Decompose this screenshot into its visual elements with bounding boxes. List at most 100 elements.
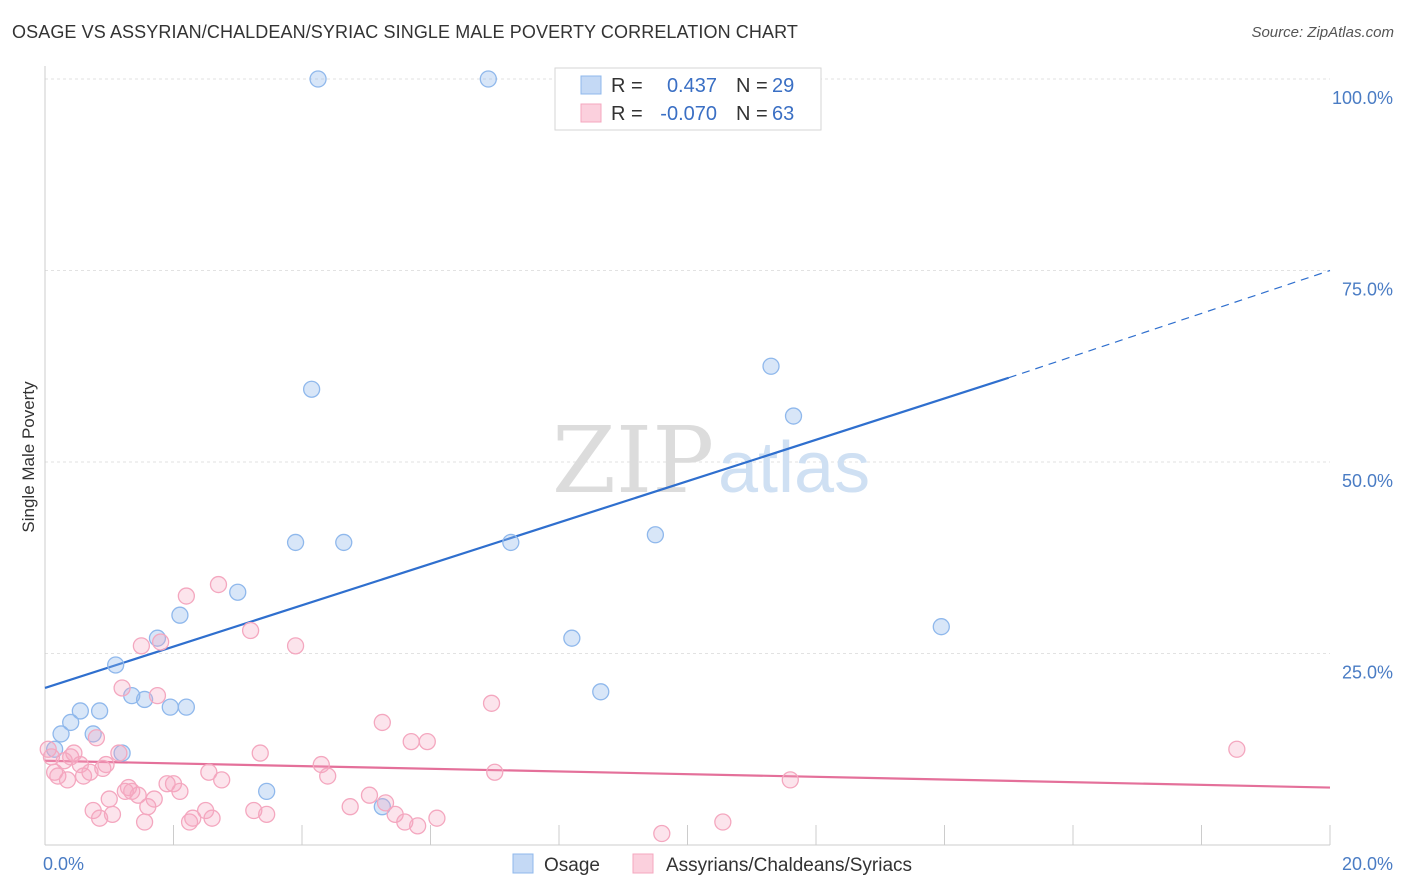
- osage-point: [592, 683, 610, 701]
- y-tick-label: 50.0%: [1342, 471, 1393, 491]
- assyrian-point: [396, 813, 414, 831]
- assyrian-point: [129, 786, 147, 804]
- assyrian-point: [402, 732, 420, 751]
- trend-lines: [44, 269, 1331, 789]
- osage-point: [52, 725, 70, 743]
- legend-swatch-osage: [580, 75, 602, 95]
- series-legend: Osage Assyrians/Chaldeans/Syriacs: [512, 853, 912, 876]
- assyrian-point: [408, 817, 427, 835]
- y-tick-label: 100.0%: [1332, 88, 1393, 108]
- osage-point: [62, 713, 80, 732]
- chart-title: OSAGE VS ASSYRIAN/CHALDEAN/SYRIAC SINGLE…: [12, 22, 798, 42]
- osage-point: [479, 70, 497, 88]
- legend-swatch-assyrian: [580, 103, 602, 123]
- source-credit: Source: ZipAtlas.com: [1251, 24, 1394, 41]
- osage-trend-line: [44, 376, 1010, 690]
- osage-point: [258, 782, 276, 801]
- osage-point: [646, 526, 665, 544]
- y-tick-label: 75.0%: [1342, 280, 1393, 300]
- osage-point: [135, 690, 154, 709]
- legend-n-label-assyrian: N =: [736, 103, 768, 125]
- assyrian-point: [58, 771, 77, 789]
- assyrian-point: [103, 805, 122, 824]
- assyrian-point: [245, 801, 263, 820]
- osage-point: [932, 618, 950, 636]
- osage-point: [90, 702, 109, 720]
- osage-point: [309, 70, 327, 88]
- osage-point: [762, 357, 780, 375]
- assyrian-point: [148, 686, 167, 705]
- assyrian-point: [213, 771, 231, 789]
- assyrian-point: [203, 809, 221, 827]
- bottom-legend-swatch-osage: [512, 853, 534, 874]
- assyrian-point: [87, 729, 106, 747]
- correlation-legend: R = 0.437 N = 29 R = -0.070 N = 63: [554, 67, 822, 131]
- assyrian-point: [158, 775, 176, 793]
- osage-point: [161, 698, 179, 716]
- x-tick-labels: 0.0% 20.0%: [43, 854, 1393, 874]
- assyrian-point: [251, 744, 269, 762]
- assyrian-point: [341, 798, 359, 816]
- bottom-legend-swatch-assyrian: [632, 853, 654, 874]
- assyrian-point: [241, 621, 260, 640]
- assyrian-point: [110, 744, 128, 762]
- assyrian-point: [177, 587, 196, 605]
- grid-lines: [45, 78, 1330, 654]
- osage-point: [286, 533, 305, 552]
- watermark-zip: ZIP: [552, 407, 714, 514]
- assyrian-point: [209, 575, 228, 594]
- assyrian-point: [97, 755, 115, 774]
- assyrian-point: [319, 767, 337, 785]
- assyrian-point: [113, 679, 131, 697]
- osage-point: [71, 702, 89, 720]
- osage-point: [502, 533, 520, 552]
- assyrian-point: [135, 813, 154, 831]
- assyrian-point: [90, 809, 109, 827]
- y-tick-label: 25.0%: [1342, 663, 1393, 683]
- legend-n-label-osage: N =: [736, 75, 768, 97]
- osage-point: [171, 606, 189, 624]
- assyrian-point: [418, 732, 436, 751]
- legend-r-label-osage: R =: [611, 75, 643, 97]
- assyrian-point: [49, 767, 67, 785]
- bottom-legend-label-assyrian: Assyrians/Chaldeans/Syriacs: [666, 855, 912, 876]
- bottom-legend-label-osage: Osage: [544, 855, 600, 876]
- x-tick-label: 0.0%: [43, 854, 84, 874]
- axes: [44, 66, 1331, 846]
- legend-n-value-assyrian: 63: [772, 103, 794, 125]
- assyrian-point: [360, 786, 379, 804]
- watermark-atlas: atlas: [718, 428, 870, 508]
- assyrian-point: [1228, 740, 1246, 758]
- assyrian-point: [171, 782, 189, 801]
- assyrian-point: [482, 694, 501, 712]
- assyrian-point: [428, 809, 446, 827]
- assyrian-point: [286, 637, 305, 655]
- assyrian-point: [132, 637, 151, 655]
- assyrian-point: [373, 713, 391, 732]
- osage-point: [229, 583, 247, 601]
- assyrian-point: [100, 790, 118, 808]
- assyrian-point: [258, 805, 276, 824]
- data-points: [39, 70, 1246, 843]
- assyrian-point: [714, 813, 732, 831]
- y-axis-label: Single Male Poverty: [19, 381, 38, 533]
- legend-n-value-osage: 29: [772, 75, 794, 97]
- x-tick-label: 20.0%: [1342, 854, 1393, 874]
- legend-r-value-osage: 0.437: [667, 75, 717, 97]
- osage-trend-extension: [1008, 269, 1331, 379]
- assyrian-point: [145, 790, 163, 808]
- y-tick-labels: 25.0% 50.0% 75.0% 100.0%: [1332, 88, 1393, 683]
- assyrian-point: [184, 809, 202, 827]
- assyrian-point: [653, 824, 671, 843]
- legend-r-label-assyrian: R =: [611, 103, 643, 125]
- osage-point: [177, 698, 196, 716]
- osage-point: [302, 380, 321, 398]
- assyrian-point: [781, 771, 799, 789]
- assyrian-point: [486, 763, 504, 781]
- osage-point: [563, 629, 581, 647]
- osage-point: [784, 407, 803, 425]
- assyrian-point: [376, 794, 395, 812]
- assyrian-point: [151, 633, 170, 651]
- osage-point: [335, 533, 353, 552]
